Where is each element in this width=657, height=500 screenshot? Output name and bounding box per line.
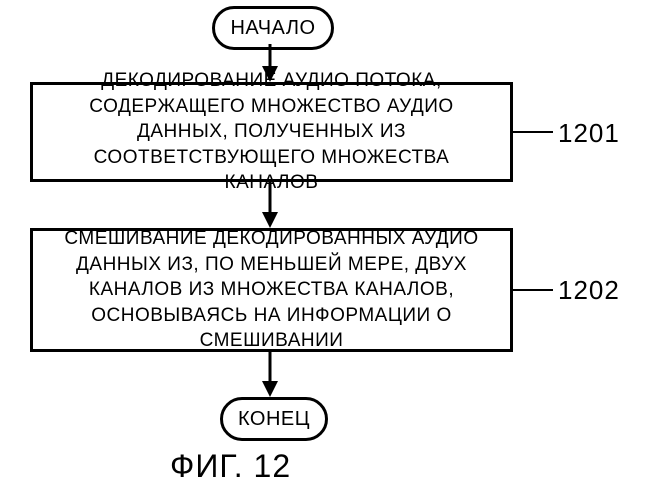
process-step-2-text: СМЕШИВАНИЕ ДЕКОДИРОВАННЫХ АУДИО ДАННЫХ И…	[45, 226, 498, 354]
terminator-end: КОНЕЦ	[220, 397, 328, 441]
terminator-start-label: НАЧАЛО	[230, 17, 315, 40]
figure-caption: ФИГ. 12	[170, 448, 291, 485]
ref-label-1: 1201	[558, 118, 620, 149]
arrow-step2-to-end	[255, 352, 285, 399]
arrow-step1-to-step2	[255, 182, 285, 230]
leader-line-2	[513, 289, 553, 291]
terminator-end-label: КОНЕЦ	[238, 408, 310, 431]
flowchart-figure: { "terminator_start": { "text": "НАЧАЛО"…	[0, 0, 657, 500]
ref-label-2: 1202	[558, 275, 620, 306]
ref-label-1-text: 1201	[558, 118, 620, 148]
figure-caption-text: ФИГ. 12	[170, 448, 291, 484]
process-step-2: СМЕШИВАНИЕ ДЕКОДИРОВАННЫХ АУДИО ДАННЫХ И…	[30, 228, 513, 352]
process-step-1-text: ДЕКОДИРОВАНИЕ АУДИО ПОТОКА, СОДЕРЖАЩЕГО …	[45, 68, 498, 196]
ref-label-2-text: 1202	[558, 275, 620, 305]
leader-line-1	[513, 131, 553, 133]
process-step-1: ДЕКОДИРОВАНИЕ АУДИО ПОТОКА, СОДЕРЖАЩЕГО …	[30, 82, 513, 182]
